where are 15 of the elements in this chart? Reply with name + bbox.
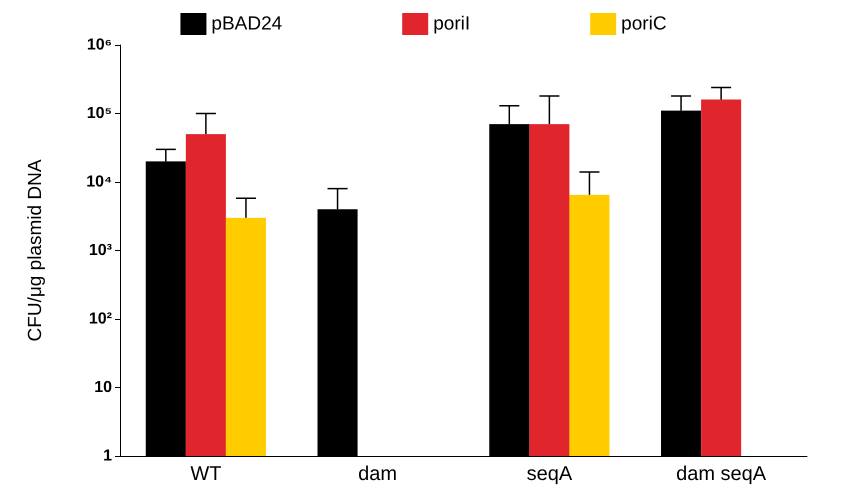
- legend-label: poriC: [621, 14, 667, 34]
- x-tick-label: seqA: [526, 463, 573, 485]
- legend-label: pBAD24: [211, 14, 283, 34]
- x-tick-label: WT: [190, 463, 222, 485]
- y-tick-label: 10⁶: [86, 36, 112, 54]
- y-tick-label: 1: [103, 448, 112, 464]
- x-tick-label: dam seqA: [676, 463, 767, 485]
- y-tick-label: 10⁴: [86, 174, 112, 190]
- y-tick-label: 10: [94, 379, 112, 396]
- y-tick-label: 10²: [88, 310, 112, 328]
- y-tick-label: 10³: [88, 242, 112, 259]
- x-tick-label: dam: [358, 463, 398, 485]
- y-axis-title: CFU/μg plasmid DNA: [25, 159, 46, 342]
- legend-label: poriI: [433, 14, 470, 34]
- y-tick-label: 10⁵: [86, 105, 112, 122]
